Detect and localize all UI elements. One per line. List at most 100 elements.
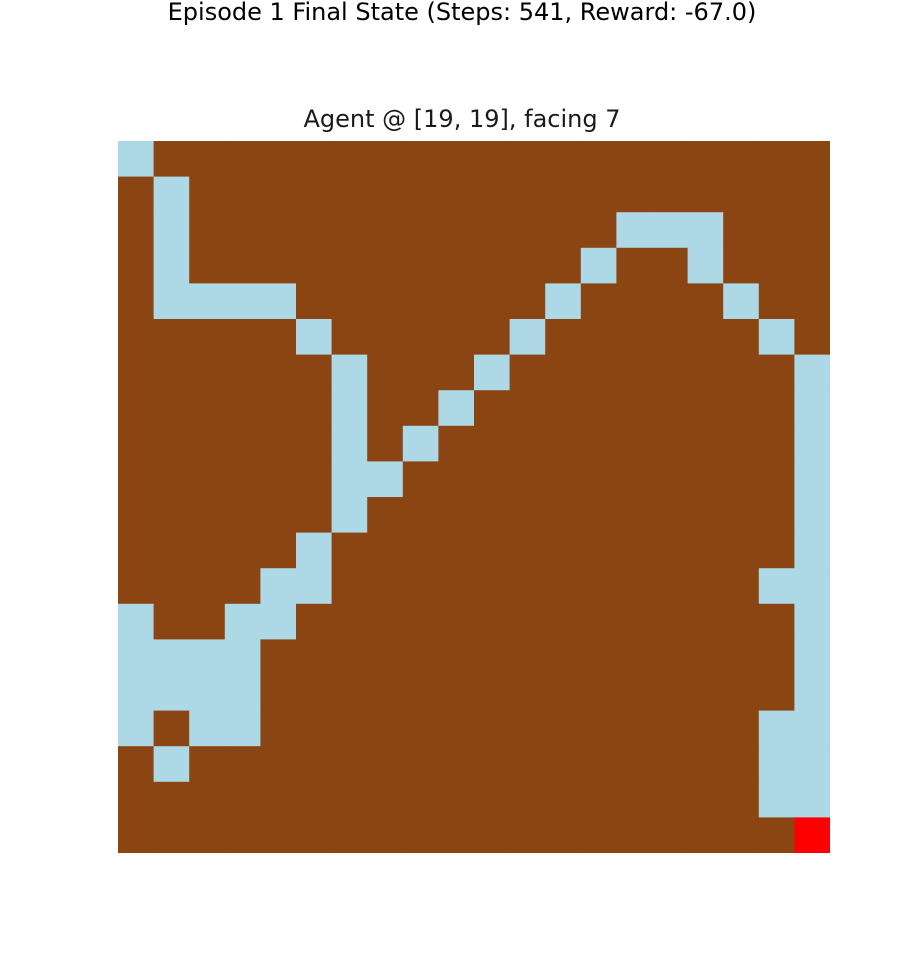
cell-dirt (153, 603, 190, 640)
cell-dirt (438, 497, 475, 534)
cell-dirt (652, 141, 689, 178)
cell-dirt (580, 354, 617, 391)
cell-dirt (580, 675, 617, 712)
cell-dirt (794, 283, 830, 320)
cell-dirt (189, 354, 226, 391)
cell-dirt (545, 568, 582, 605)
cell-dirt (438, 710, 475, 747)
cell-dug (260, 603, 297, 640)
cell-dirt (474, 319, 511, 356)
cell-dug (224, 675, 261, 712)
cell-dirt (687, 603, 724, 640)
cell-dirt (580, 425, 617, 462)
cell-dirt (438, 354, 475, 391)
cell-dirt (723, 817, 760, 853)
cell-dirt (260, 639, 297, 676)
cell-dirt (509, 817, 546, 853)
cell-dirt (687, 568, 724, 605)
cell-dirt (367, 746, 404, 783)
cell-dug (758, 568, 795, 605)
cell-dirt (509, 639, 546, 676)
cell-dirt (402, 141, 439, 178)
cell-dirt (509, 603, 546, 640)
cell-dirt (224, 425, 261, 462)
cell-dirt (687, 675, 724, 712)
cell-dirt (153, 568, 190, 605)
cell-dirt (652, 675, 689, 712)
cell-dirt (616, 247, 653, 284)
cell-dirt (438, 675, 475, 712)
cell-dirt (687, 425, 724, 462)
cell-dirt (402, 212, 439, 249)
cell-dirt (474, 247, 511, 284)
cell-dirt (687, 497, 724, 534)
cell-dirt (224, 568, 261, 605)
cell-dug (794, 746, 830, 783)
cell-dirt (580, 212, 617, 249)
cell-dug (687, 212, 724, 249)
cell-dirt (224, 497, 261, 534)
cell-dirt (402, 532, 439, 569)
cell-dirt (616, 425, 653, 462)
cell-dirt (758, 354, 795, 391)
cell-dirt (723, 461, 760, 498)
cell-dirt (509, 354, 546, 391)
cell-dirt (367, 212, 404, 249)
cell-dug (153, 212, 190, 249)
cell-dirt (687, 817, 724, 853)
cell-dirt (438, 212, 475, 249)
cell-dirt (118, 817, 155, 853)
cell-dug (331, 390, 368, 427)
cell-dirt (474, 425, 511, 462)
cell-dirt (367, 568, 404, 605)
cell-dirt (438, 141, 475, 178)
cell-dirt (545, 354, 582, 391)
cell-dirt (402, 283, 439, 320)
cell-dirt (723, 781, 760, 818)
cell-dirt (758, 461, 795, 498)
subplot-title: Agent @ [19, 19], facing 7 (303, 105, 621, 133)
cell-dirt (189, 176, 226, 213)
cell-dirt (652, 425, 689, 462)
cell-dirt (118, 425, 155, 462)
cell-dirt (331, 176, 368, 213)
cell-dirt (118, 319, 155, 356)
cell-dirt (474, 746, 511, 783)
cell-dirt (687, 141, 724, 178)
cell-dirt (616, 675, 653, 712)
cell-dirt (758, 817, 795, 853)
cell-dirt (224, 746, 261, 783)
cell-dirt (652, 639, 689, 676)
cell-dirt (438, 247, 475, 284)
cell-dirt (616, 319, 653, 356)
cell-dirt (545, 639, 582, 676)
cell-dirt (402, 639, 439, 676)
cell-dirt (402, 497, 439, 534)
cell-dirt (580, 176, 617, 213)
cell-dirt (260, 212, 297, 249)
cell-dirt (189, 319, 226, 356)
cell-dirt (509, 176, 546, 213)
cell-dirt (616, 781, 653, 818)
cell-dirt (580, 319, 617, 356)
cell-dug (616, 212, 653, 249)
cell-dirt (474, 639, 511, 676)
cell-dirt (509, 247, 546, 284)
cell-dirt (758, 212, 795, 249)
cell-dirt (545, 746, 582, 783)
cell-dirt (580, 603, 617, 640)
cell-dirt (474, 603, 511, 640)
cell-dirt (260, 746, 297, 783)
cell-dirt (402, 675, 439, 712)
cell-dirt (687, 390, 724, 427)
cell-dirt (438, 461, 475, 498)
cell-dirt (189, 497, 226, 534)
cell-dug (402, 425, 439, 462)
cell-dug (794, 568, 830, 605)
cell-dirt (758, 425, 795, 462)
cell-dirt (331, 141, 368, 178)
cell-dirt (545, 176, 582, 213)
cell-dug (331, 425, 368, 462)
cell-dirt (367, 532, 404, 569)
cell-dirt (616, 461, 653, 498)
